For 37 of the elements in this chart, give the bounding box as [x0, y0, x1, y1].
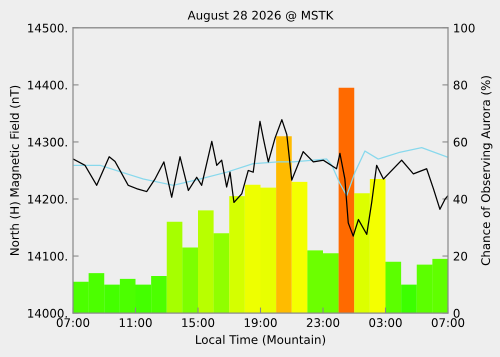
bar: [276, 136, 292, 314]
bar: [198, 210, 214, 314]
x-tick-label: 07:00: [56, 318, 90, 328]
bar: [214, 233, 230, 314]
x-tick-label: 15:00: [182, 318, 214, 328]
x-axis-title: Local Time (Mountain): [196, 334, 326, 346]
y2-tick-label: 100: [454, 24, 475, 32]
bar: [338, 88, 354, 314]
bar: [354, 193, 370, 314]
bar: [401, 284, 417, 314]
y2-tick-label: 40: [453, 194, 468, 204]
chart-title: August 28 2026 @ MSTK: [188, 10, 334, 22]
y2-axis-title: Chance of Observing Aurora (%): [480, 76, 492, 266]
y-tick-label: 14000.: [28, 308, 67, 318]
y-tick-label: 14300.: [28, 138, 67, 147]
x-tick-label: 03:00: [369, 318, 402, 328]
y2-tick-label: 80: [454, 80, 468, 90]
bar: [292, 182, 308, 314]
x-tick-label: 19:00: [244, 318, 277, 328]
y2-tick-label: 60: [454, 138, 468, 147]
bar: [386, 262, 402, 314]
bar: [166, 222, 182, 314]
bar: [229, 196, 245, 314]
bar: [182, 247, 198, 314]
y-tick-label: 14100.: [28, 252, 67, 261]
y2-tick-label: 0: [454, 308, 460, 318]
bar: [370, 179, 386, 314]
line-series: [73, 119, 448, 237]
y-tick-label: 14400.: [28, 80, 67, 90]
y-axis-title: North (H) Magnetic Field (nT): [10, 86, 22, 255]
line-series: [73, 147, 448, 196]
y-tick-label: 14200.: [28, 194, 67, 204]
x-tick-label: 11:00: [120, 318, 152, 328]
y2-tick-label: 20: [454, 252, 468, 261]
y-tick-label: 14500.: [28, 24, 67, 32]
x-tick-label: 23:00: [306, 318, 340, 328]
x-tick-label: 07:00: [432, 318, 464, 328]
